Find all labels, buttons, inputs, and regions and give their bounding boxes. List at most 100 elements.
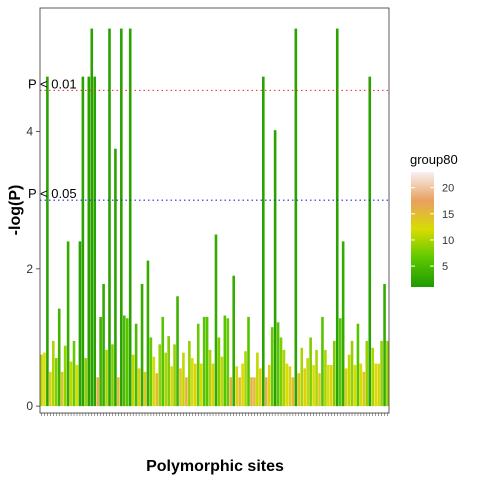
bar	[102, 283, 105, 407]
bar	[356, 323, 360, 407]
bar	[60, 371, 64, 407]
bar	[297, 373, 301, 407]
bar	[247, 316, 250, 407]
bar	[111, 344, 114, 407]
bar	[341, 241, 345, 407]
bar	[134, 323, 138, 407]
bar	[309, 337, 312, 407]
bar	[164, 352, 167, 407]
bar	[347, 354, 351, 407]
bar	[170, 366, 173, 407]
bar	[223, 315, 227, 407]
bar	[267, 364, 271, 407]
bar	[140, 283, 144, 407]
legend-tick-label: 15	[442, 209, 454, 221]
bar	[137, 368, 141, 407]
threshold-label: P < 0.01	[28, 76, 77, 91]
bar	[143, 371, 147, 407]
bar	[202, 316, 206, 407]
bar	[81, 76, 85, 407]
bar	[238, 377, 241, 407]
y-tick-label: 0	[26, 399, 33, 413]
bar	[155, 373, 159, 407]
bar	[211, 363, 215, 407]
bar	[300, 347, 304, 407]
bar	[294, 28, 298, 407]
bar	[220, 356, 224, 407]
bar	[324, 349, 327, 407]
bar	[235, 366, 238, 407]
bar	[285, 363, 289, 407]
bar	[75, 364, 79, 407]
bar	[241, 363, 244, 407]
bar	[332, 340, 336, 407]
bar	[262, 76, 265, 407]
legend-title: group80	[410, 152, 458, 167]
bar	[173, 344, 176, 407]
bar	[66, 241, 70, 407]
bar	[122, 315, 126, 407]
bar	[217, 337, 221, 407]
bar	[131, 354, 135, 407]
x-axis	[41, 413, 388, 416]
plot-panel-border	[39, 7, 390, 414]
bar	[321, 316, 324, 407]
bar	[362, 371, 366, 407]
bar	[185, 377, 188, 407]
bar	[365, 340, 369, 407]
bar	[52, 340, 55, 407]
bar	[353, 364, 357, 407]
legend-tick-label: 10	[442, 235, 454, 247]
legend: group80 5 10 15 20	[410, 152, 458, 287]
bar	[196, 323, 200, 407]
bar	[282, 349, 286, 407]
bar	[114, 148, 117, 407]
bar	[105, 349, 108, 407]
bar	[250, 377, 253, 407]
bars-layer	[40, 28, 389, 407]
bar	[327, 364, 330, 407]
bar	[90, 28, 94, 407]
bar	[120, 28, 123, 407]
bar	[306, 358, 309, 407]
bar	[179, 368, 182, 407]
bar	[125, 318, 129, 407]
bar	[117, 377, 120, 407]
bar	[371, 347, 375, 407]
bar	[191, 358, 194, 407]
bar	[87, 76, 91, 407]
bar	[318, 373, 321, 407]
bar	[93, 76, 97, 407]
bar	[335, 28, 339, 407]
legend-colorbar	[411, 172, 434, 287]
bar	[43, 352, 46, 407]
threshold-label: P < 0.05	[28, 186, 77, 201]
bar	[312, 364, 315, 407]
y-axis: 0 2 4	[26, 125, 40, 413]
bar	[205, 316, 209, 407]
bar	[273, 130, 277, 407]
bar	[244, 351, 247, 407]
bar	[232, 275, 236, 407]
bar	[350, 340, 354, 407]
bar	[152, 356, 156, 407]
bar	[253, 377, 256, 407]
bar	[359, 363, 363, 407]
bar	[264, 377, 268, 407]
bar	[146, 260, 150, 407]
bar	[208, 349, 212, 407]
bar	[96, 377, 99, 407]
bar	[40, 354, 43, 407]
bar	[199, 363, 203, 407]
legend-tick-label: 20	[442, 183, 454, 195]
bar	[386, 340, 389, 407]
bar	[291, 377, 295, 407]
bar	[193, 363, 197, 407]
bar	[69, 361, 73, 407]
bar	[303, 368, 307, 407]
bar	[78, 241, 82, 407]
bar	[374, 363, 377, 407]
bar	[108, 28, 111, 407]
bar	[158, 344, 162, 407]
bar	[99, 316, 102, 407]
